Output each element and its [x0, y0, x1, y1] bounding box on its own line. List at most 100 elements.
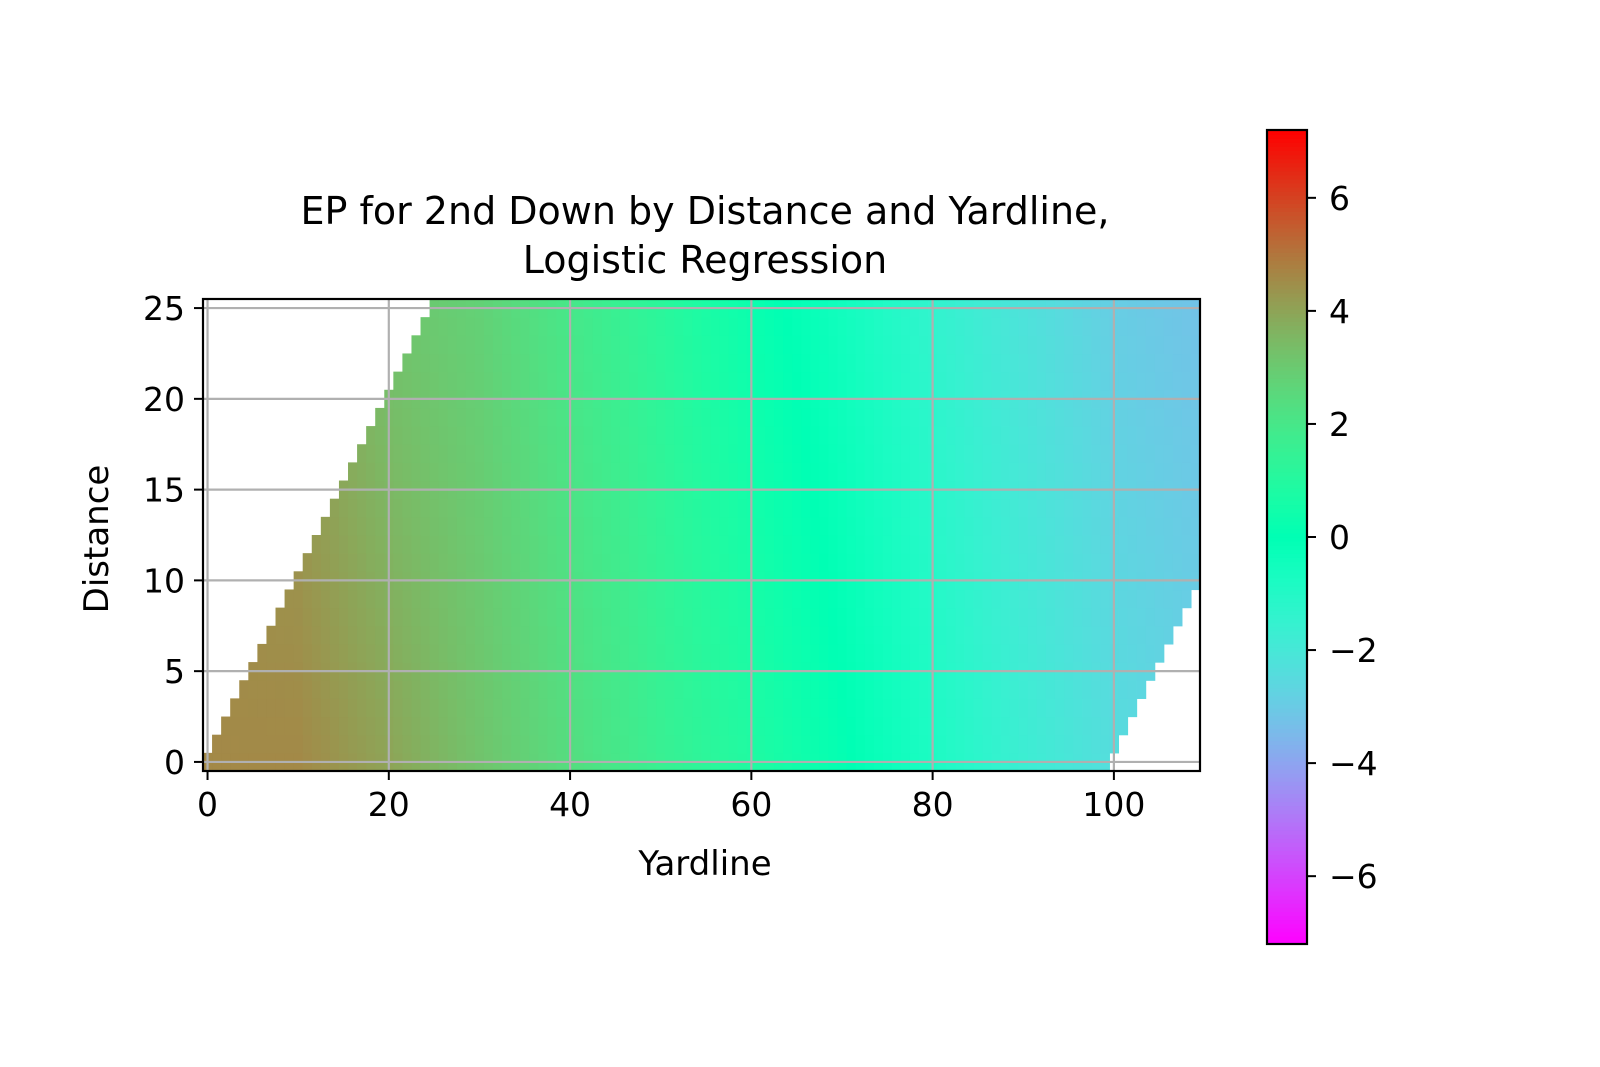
heatmap-cell — [755, 643, 766, 663]
heatmap-cell — [375, 643, 385, 663]
colorbar-segment — [1267, 716, 1307, 721]
heatmap-cell — [937, 516, 947, 536]
heatmap-cell — [882, 680, 893, 699]
colorbar-segment — [1267, 463, 1307, 469]
heatmap-cell — [1163, 371, 1174, 391]
heatmap-cell — [1009, 444, 1020, 463]
heatmap-cell — [1045, 589, 1056, 609]
heatmap-cell — [1018, 607, 1029, 627]
heatmap-cell — [755, 698, 766, 718]
heatmap-cell — [556, 426, 567, 445]
heatmap-cell — [1009, 353, 1020, 373]
heatmap-cell — [538, 462, 549, 482]
heatmap-cell — [1172, 607, 1183, 627]
heatmap-cell — [465, 734, 476, 754]
heatmap-cell — [293, 734, 304, 754]
heatmap-cell — [638, 535, 648, 554]
heatmap-cell — [701, 680, 712, 699]
heatmap-cell — [1036, 426, 1047, 445]
heatmap-cell — [1100, 371, 1110, 391]
heatmap-cell — [891, 462, 902, 482]
heatmap-cell — [1036, 371, 1047, 391]
heatmap-cell — [293, 643, 304, 663]
heatmap-cell — [846, 716, 857, 736]
heatmap-cell — [1190, 407, 1200, 427]
heatmap-cell — [1163, 462, 1174, 482]
heatmap-cell — [610, 353, 621, 373]
heatmap-cell — [891, 734, 902, 754]
colorbar-segment — [1267, 349, 1307, 355]
heatmap-cell — [964, 516, 975, 536]
heatmap-cell — [973, 607, 984, 627]
heatmap-cell — [909, 462, 920, 482]
heatmap-cell — [420, 371, 431, 391]
heatmap-cell — [483, 462, 494, 482]
heatmap-cell — [583, 553, 594, 572]
heatmap-cell — [1045, 734, 1056, 754]
heatmap-cell — [755, 516, 766, 536]
colorbar-segment — [1267, 598, 1307, 603]
heatmap-cell — [891, 498, 902, 518]
heatmap-cell — [1045, 716, 1056, 736]
heatmap-cell — [837, 698, 848, 718]
heatmap-cell — [266, 680, 277, 699]
heatmap-cell — [1000, 335, 1011, 355]
heatmap-cell — [783, 407, 793, 427]
heatmap-cell — [284, 698, 295, 718]
heatmap-cell — [511, 516, 521, 536]
heatmap-cell — [674, 317, 684, 336]
heatmap-cell — [574, 553, 585, 572]
heatmap-cell — [1009, 680, 1020, 699]
heatmap-cell — [583, 444, 594, 463]
heatmap-cell — [1009, 734, 1020, 754]
heatmap-cell — [937, 371, 947, 391]
heatmap-cell — [819, 498, 829, 518]
heatmap-cell — [592, 734, 603, 754]
heatmap-cell — [266, 716, 277, 736]
heatmap-cell — [937, 444, 947, 463]
heatmap-cell — [1100, 589, 1110, 609]
heatmap-cell — [946, 462, 956, 482]
heatmap-cell — [1127, 643, 1138, 663]
heatmap-cell — [393, 426, 403, 445]
heatmap-cell — [275, 716, 286, 736]
heatmap-cell — [275, 625, 286, 645]
colorbar-segment — [1267, 480, 1307, 485]
x-axis-ticks: 0 20 40 60 80 100 — [197, 771, 1145, 824]
heatmap-cell — [837, 407, 848, 427]
heatmap-cell — [837, 535, 848, 554]
heatmap-cell — [493, 317, 503, 336]
heatmap-cell — [601, 317, 612, 336]
heatmap-cell — [647, 516, 657, 536]
heatmap-cell — [1009, 698, 1020, 718]
heatmap-cell — [429, 371, 440, 391]
heatmap-cell — [783, 589, 793, 609]
heatmap-cell — [465, 589, 476, 609]
colorbar-segment — [1267, 508, 1307, 514]
heatmap-cell — [1163, 535, 1174, 554]
heatmap-cell — [792, 680, 802, 699]
colorbar-segment — [1267, 386, 1307, 392]
heatmap-cell — [520, 734, 530, 754]
heatmap-cell — [1118, 407, 1129, 427]
heatmap-cell — [692, 535, 703, 554]
heatmap-cell — [638, 353, 648, 373]
heatmap-cell — [338, 698, 349, 718]
heatmap-cell — [973, 371, 984, 391]
heatmap-cell — [547, 516, 558, 536]
heatmap-cell — [801, 625, 811, 645]
heatmap-cell — [320, 607, 331, 627]
heatmap-cell — [502, 462, 512, 482]
heatmap-cell — [529, 553, 539, 572]
heatmap-cell — [1073, 498, 1083, 518]
heatmap-cell — [610, 734, 621, 754]
colorbar-segment — [1267, 683, 1307, 689]
heatmap-cell — [592, 516, 603, 536]
heatmap-cell — [420, 498, 431, 518]
heatmap-cell — [764, 607, 775, 627]
heatmap-cell — [610, 371, 621, 391]
heatmap-cell — [230, 734, 240, 754]
heatmap-cell — [447, 317, 458, 336]
heatmap-cell — [248, 680, 258, 699]
heatmap-cell — [873, 716, 884, 736]
